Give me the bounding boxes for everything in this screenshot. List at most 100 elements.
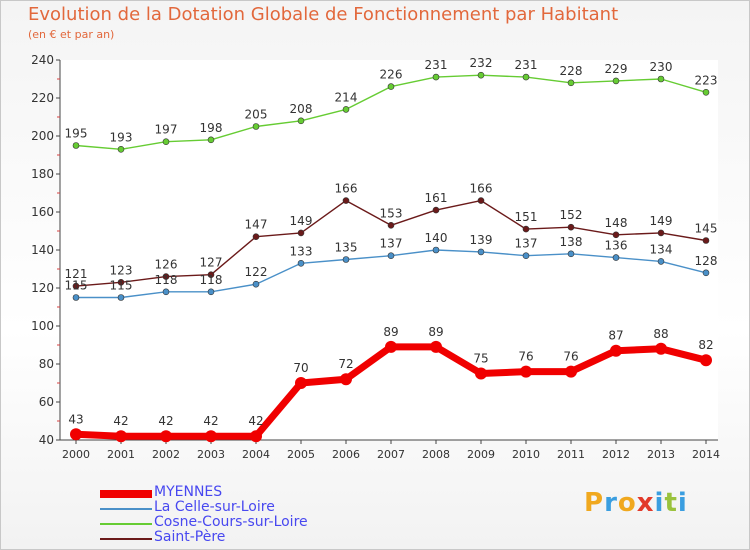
data-label: 198 (200, 121, 223, 135)
data-label: 232 (470, 56, 493, 70)
data-point (385, 340, 397, 353)
data-point (567, 250, 575, 258)
x-tick-label: 2000 (62, 448, 90, 461)
data-point (702, 269, 710, 277)
y-tick-label: 200 (31, 129, 54, 143)
data-point (250, 430, 262, 443)
logo-letter: i (654, 488, 665, 518)
data-label: 193 (110, 130, 133, 144)
logo-letter: x (636, 488, 655, 518)
data-label: 205 (245, 108, 268, 122)
data-label: 149 (650, 214, 673, 228)
legend-label: Saint-Père (154, 529, 226, 545)
logo-letter: t (664, 488, 678, 518)
data-point (297, 117, 305, 125)
data-point (72, 282, 80, 290)
data-label: 115 (110, 279, 133, 293)
x-tick-label: 2006 (332, 448, 360, 461)
data-label: 137 (380, 237, 403, 251)
x-tick-label: 2013 (647, 448, 675, 461)
data-label: 115 (65, 279, 88, 293)
data-label: 133 (290, 244, 313, 258)
data-label: 123 (110, 263, 133, 277)
data-point (567, 223, 575, 231)
data-label: 128 (695, 254, 718, 268)
data-label: 76 (518, 350, 533, 364)
proxiti-logo: Proxiti (584, 488, 688, 518)
data-label: 197 (155, 123, 178, 137)
logo-letter: r (604, 488, 618, 518)
data-point (522, 73, 530, 81)
data-point (475, 367, 487, 380)
data-point (297, 259, 305, 267)
data-point (342, 256, 350, 263)
logo-letter: i (677, 488, 688, 518)
data-point (567, 79, 575, 87)
data-point (432, 73, 440, 81)
data-label: 82 (698, 338, 713, 352)
legend-label: Cosne-Cours-sur-Loire (154, 514, 308, 530)
data-label: 43 (68, 412, 83, 426)
legend-label: La Celle-sur-Loire (154, 499, 275, 515)
data-label: 231 (425, 58, 448, 72)
x-tick-label: 2012 (602, 448, 630, 461)
x-tick-label: 2007 (377, 448, 405, 461)
data-point (657, 229, 665, 237)
logo-letter: o (617, 488, 637, 518)
x-tick-label: 2010 (512, 448, 540, 461)
data-point (205, 430, 217, 443)
y-tick-label: 100 (31, 319, 54, 333)
x-tick-label: 2002 (152, 448, 180, 461)
data-label: 151 (515, 210, 538, 224)
data-point (610, 344, 622, 357)
data-label: 229 (605, 62, 628, 76)
data-label: 226 (380, 68, 403, 82)
x-tick-label: 2001 (107, 448, 135, 461)
legend-swatch (100, 538, 152, 540)
data-point (72, 294, 80, 301)
data-point (430, 340, 442, 353)
data-label: 231 (515, 58, 538, 72)
data-label: 138 (560, 235, 583, 249)
data-label: 87 (608, 329, 623, 343)
data-label: 195 (65, 127, 88, 141)
y-tick-label: 80 (39, 357, 54, 371)
data-point (162, 273, 170, 280)
data-point (387, 222, 395, 229)
x-tick-label: 2008 (422, 448, 450, 461)
legend-swatch (100, 508, 152, 510)
y-tick-label: 220 (31, 91, 54, 105)
chart-title: Evolution de la Dotation Globale de Fonc… (28, 4, 619, 25)
data-point (477, 248, 485, 256)
data-label: 126 (155, 258, 178, 272)
data-point (522, 225, 530, 233)
data-point (432, 206, 440, 214)
data-point (702, 237, 710, 244)
data-point (387, 83, 395, 90)
data-point (612, 254, 620, 261)
data-label: 139 (470, 233, 493, 247)
data-label: 118 (155, 273, 178, 287)
data-point (432, 246, 440, 254)
y-tick-label: 60 (39, 395, 54, 409)
data-point (387, 252, 395, 259)
data-point (342, 106, 350, 113)
data-point (72, 142, 80, 149)
data-label: 72 (338, 357, 353, 371)
logo-letter: P (584, 488, 605, 518)
data-point (252, 233, 260, 240)
data-label: 228 (560, 64, 583, 78)
data-label: 42 (248, 414, 263, 428)
data-point (520, 365, 532, 378)
data-point (252, 280, 260, 288)
data-label: 208 (290, 102, 313, 116)
x-tick-label: 2009 (467, 448, 495, 461)
data-point (117, 294, 125, 301)
legend-swatch (100, 523, 152, 525)
legend-label: MYENNES (154, 484, 223, 500)
data-label: 134 (650, 242, 673, 256)
legend-swatch (100, 490, 152, 498)
data-label: 42 (203, 414, 218, 428)
data-label: 149 (290, 214, 313, 228)
